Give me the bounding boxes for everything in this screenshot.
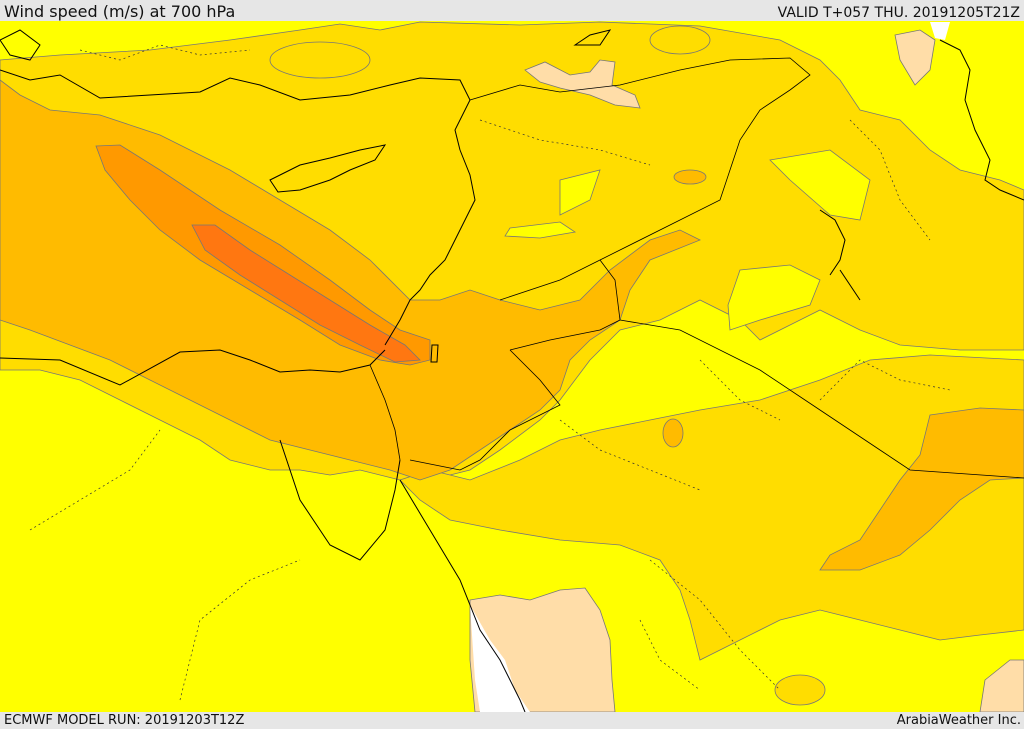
wind-level-0-hole [504,221,577,239]
map-footer: ECMWF MODEL RUN: 20191203T12Z ArabiaWeat… [0,712,1024,729]
wind-level-1-south [399,354,1024,661]
weather-map[interactable] [0,21,1024,712]
valid-time: VALID T+057 THU. 20191205T21Z [777,5,1020,21]
wind-level-2-patch [673,169,707,185]
model-run-label: ECMWF MODEL RUN: 20191203T12Z [4,713,245,728]
wind-level-0-hole [559,169,601,216]
wind-level-1-patch [269,41,371,79]
admin-boundaries [29,44,951,701]
wind-speed-map [0,21,1024,712]
wind-level-2-patch [662,418,684,448]
pale-land-patch [524,59,641,109]
sea-white-area [470,605,530,712]
wind-level-4-region [191,224,421,363]
sea-white-area [930,22,950,40]
country-borders [369,57,1024,479]
pale-land-patch [979,659,1024,712]
map-title: Wind speed (m/s) at 700 hPa [4,2,236,21]
map-header: Wind speed (m/s) at 700 hPa VALID T+057 … [0,0,1024,21]
credit-label: ArabiaWeather Inc. [896,713,1021,728]
pale-land-patch [894,29,936,86]
wind-level-1-patch [774,674,826,706]
wind-level-2-east [819,407,1024,571]
wind-level-0-hole [769,149,871,221]
coastlines [0,29,1024,712]
wind-level-0-hole [727,264,821,331]
wind-level-1-patch [649,25,711,55]
